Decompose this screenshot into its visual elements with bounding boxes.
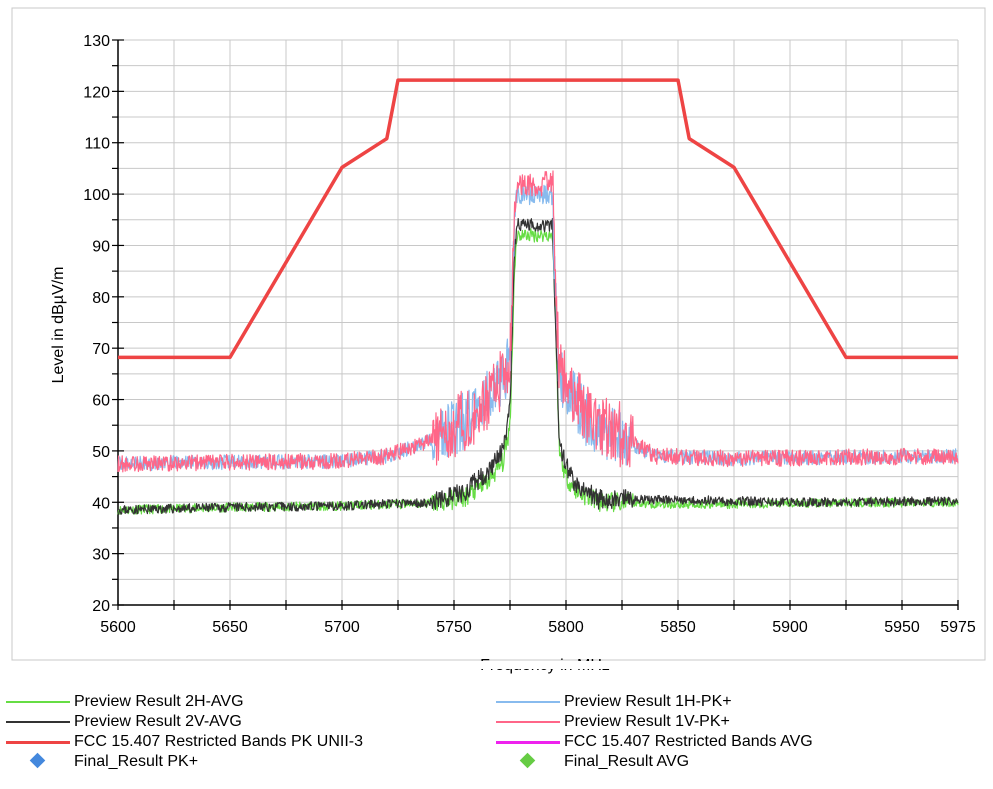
legend-label: Preview Result 2H-AVG [74,693,244,710]
x-tick-label: 5950 [884,619,920,636]
outer-frame [11,7,986,661]
legend-line-icon [0,712,70,732]
x-tick-label: 5650 [212,619,248,636]
y-tick-label: 90 [92,238,110,255]
legend-item: Final_Result PK+ [0,752,198,772]
x-tick-label: 5700 [324,619,360,636]
legend-item: Preview Result 2H-AVG [0,692,244,712]
legend-label: Final_Result AVG [564,753,690,770]
legend-item: FCC 15.407 Restricted Bands PK UNII-3 [0,732,363,752]
legend-line-icon [490,692,560,712]
x-tick-label: 5600 [100,619,136,636]
y-tick-label: 110 [84,136,110,153]
legend-diamond-icon [0,752,70,772]
x-tick-label: 5975 [940,619,976,636]
y-axis-title: Level in dBµV/m [50,267,67,384]
x-tick-label: 5750 [436,619,472,636]
series-line [117,228,959,515]
legend-item: FCC 15.407 Restricted Bands AVG [490,732,813,752]
legend-diamond-icon [490,752,560,772]
series-line [118,78,958,360]
legend-line-icon [0,692,70,712]
legend-item: Preview Result 1H-PK+ [490,692,732,712]
chart: 20 30 40 50 60 70 80 90 100 110 120 130 5600 5650 5700… [11,7,986,674]
grid [118,39,959,605]
y-tick-label: 30 [92,547,110,564]
x-tick-label: 5800 [548,619,584,636]
legend-line-icon [490,712,560,732]
y-tick-label: 50 [92,444,110,461]
y-tick-label: 20 [92,598,110,615]
legend-line-icon [0,732,70,752]
legend: Preview Result 2H-AVG Preview Result 1H-P… [0,692,993,789]
legend-label: FCC 15.407 Restricted Bands AVG [564,733,813,750]
series-line [117,170,959,473]
legend-item: Preview Result 2V-AVG [0,712,242,732]
x-tick-label: 5850 [660,619,696,636]
legend-item: Preview Result 1V-PK+ [490,712,730,732]
y-tick-label: 80 [92,290,110,307]
y-tick-label: 130 [83,33,110,50]
y-tick-label: 70 [92,341,110,358]
y-tick-label: 60 [92,393,110,410]
y-tick-label: 100 [83,187,110,204]
legend-label: Preview Result 1H-PK+ [564,693,732,710]
x-tick-label: 5900 [772,619,808,636]
legend-label: Preview Result 1V-PK+ [564,713,730,730]
series-line [117,218,959,516]
legend-label: FCC 15.407 Restricted Bands PK UNII-3 [74,733,364,750]
series-layer [117,78,959,516]
x-title-mask [13,661,985,669]
legend-line-icon [490,732,560,752]
y-tick-label: 120 [83,84,110,101]
y-tick-label: 40 [92,495,110,512]
legend-label: Preview Result 2V-AVG [74,713,242,730]
legend-item: Final_Result AVG [490,752,689,772]
legend-label: Final_Result PK+ [74,753,199,770]
